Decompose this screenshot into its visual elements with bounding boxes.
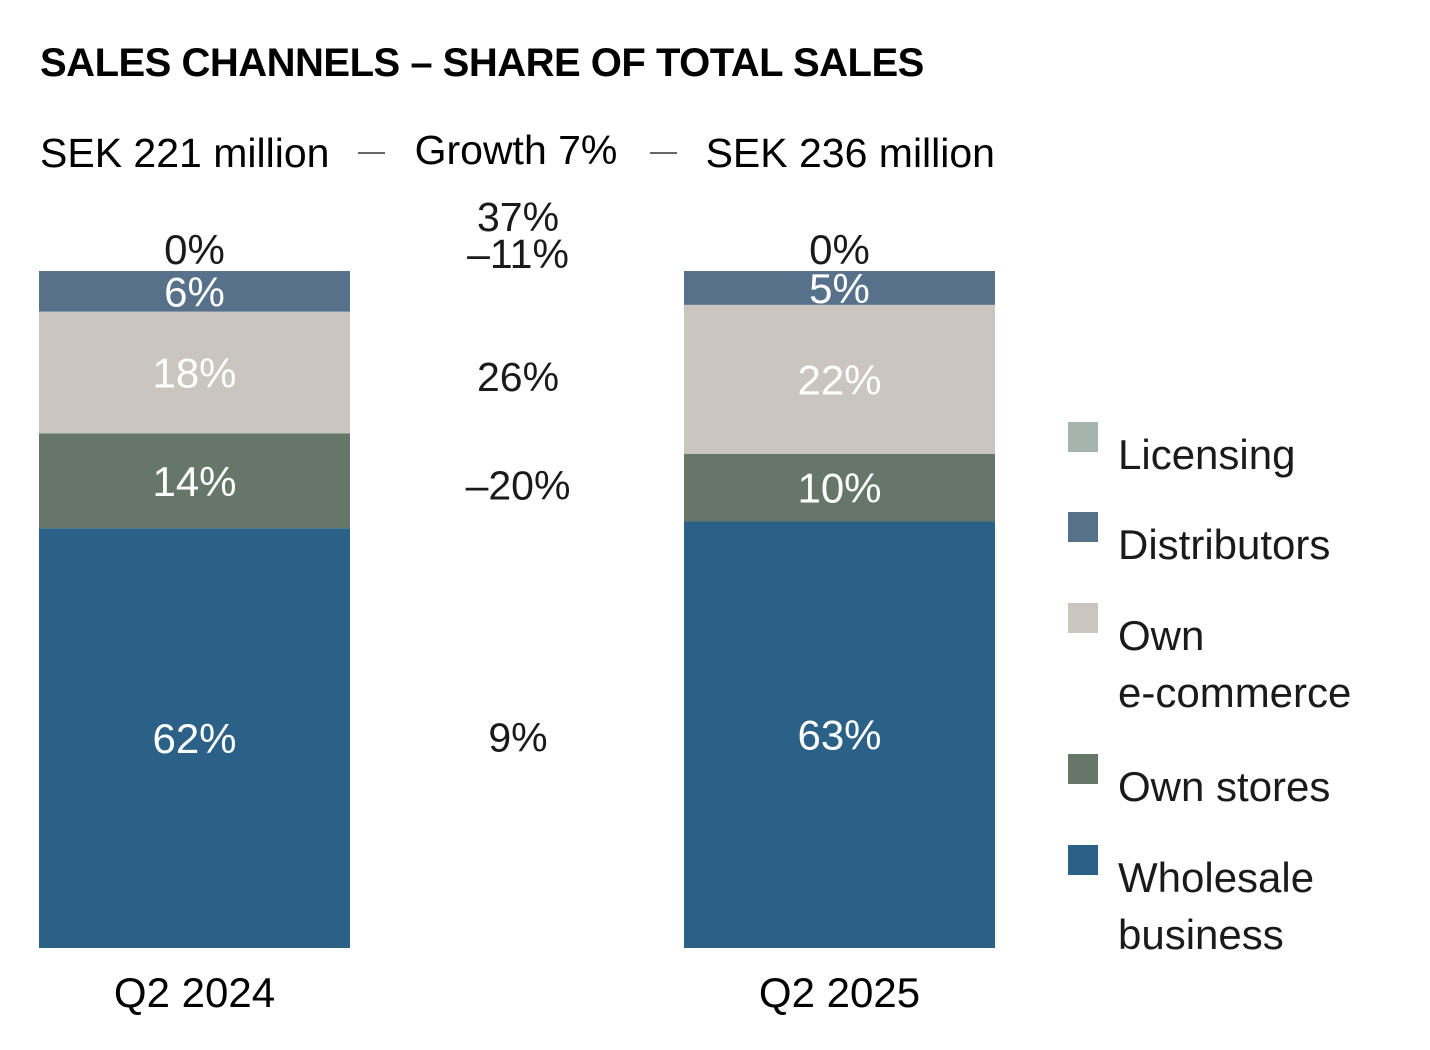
legend-label-own-e-commerce-line-2: e-commerce [1118, 669, 1351, 716]
legend-label-own-stores: Own stores [1118, 763, 1330, 810]
chart-title: SALES CHANNELS – SHARE OF TOTAL SALES [40, 41, 924, 85]
category-label-q2-2024: Q2 2024 [114, 969, 275, 1016]
legend: Licensing Distributors Own e-commerce Own st… [1068, 422, 1351, 958]
growth-total-label: Growth 7% [415, 127, 618, 173]
data-label-distributors-q2-2025: 5% [809, 265, 870, 312]
legend-label-wholesale-business-line-1: Wholesale [1118, 854, 1314, 901]
bar-segment-wholesale-business-q2-2025 [684, 521, 995, 948]
bar-segment-distributors-q2-2024 [39, 271, 350, 312]
legend-swatch-own-stores [1068, 754, 1098, 784]
data-label-wholesale-business-q2-2025: 63% [797, 712, 881, 759]
bar-segment-own-e-commerce-q2-2024 [39, 311, 350, 434]
data-label-licensing-q2-2025: 0% [809, 226, 870, 273]
total-left-label: SEK 221 million [40, 130, 329, 176]
data-label-own-stores-q2-2024: 14% [152, 458, 236, 505]
growth-label-licensing: 37% [477, 194, 559, 240]
legend-label-wholesale-business-line-2: business [1118, 911, 1284, 958]
legend-label-licensing: Licensing [1118, 431, 1295, 478]
data-label-licensing-q2-2024: 0% [164, 226, 225, 273]
bar-segment-distributors-q2-2025 [684, 271, 995, 305]
total-right-label: SEK 236 million [706, 130, 995, 176]
bar-segment-wholesale-business-q2-2024 [39, 528, 350, 948]
legend-label-own-e-commerce-line-1: Own [1118, 612, 1204, 659]
bar-segment-own-e-commerce-q2-2025 [684, 304, 995, 454]
growth-label-own-e-commerce: 26% [477, 354, 559, 400]
legend-swatch-own-e-commerce [1068, 603, 1098, 633]
bar-segment-own-stores-q2-2024 [39, 433, 350, 529]
growth-label-distributors: –11% [467, 231, 569, 277]
data-label-own-stores-q2-2025: 10% [797, 465, 881, 512]
data-label-distributors-q2-2024: 6% [164, 268, 225, 315]
legend-label-distributors: Distributors [1118, 521, 1330, 568]
legend-swatch-wholesale-business [1068, 845, 1098, 875]
legend-swatch-distributors [1068, 512, 1098, 542]
data-label-wholesale-business-q2-2024: 62% [152, 715, 236, 762]
category-label-q2-2025: Q2 2025 [759, 969, 920, 1016]
growth-label-own-stores: –20% [466, 462, 571, 508]
growth-label-wholesale-business: 9% [488, 714, 547, 760]
data-label-own-e-commerce-q2-2025: 22% [797, 356, 881, 403]
legend-swatch-licensing [1068, 422, 1098, 452]
data-label-own-e-commerce-q2-2024: 18% [152, 350, 236, 397]
bar-segment-own-stores-q2-2025 [684, 453, 995, 522]
growth-layer: 9% –20% 26% –11%37% [466, 194, 571, 760]
